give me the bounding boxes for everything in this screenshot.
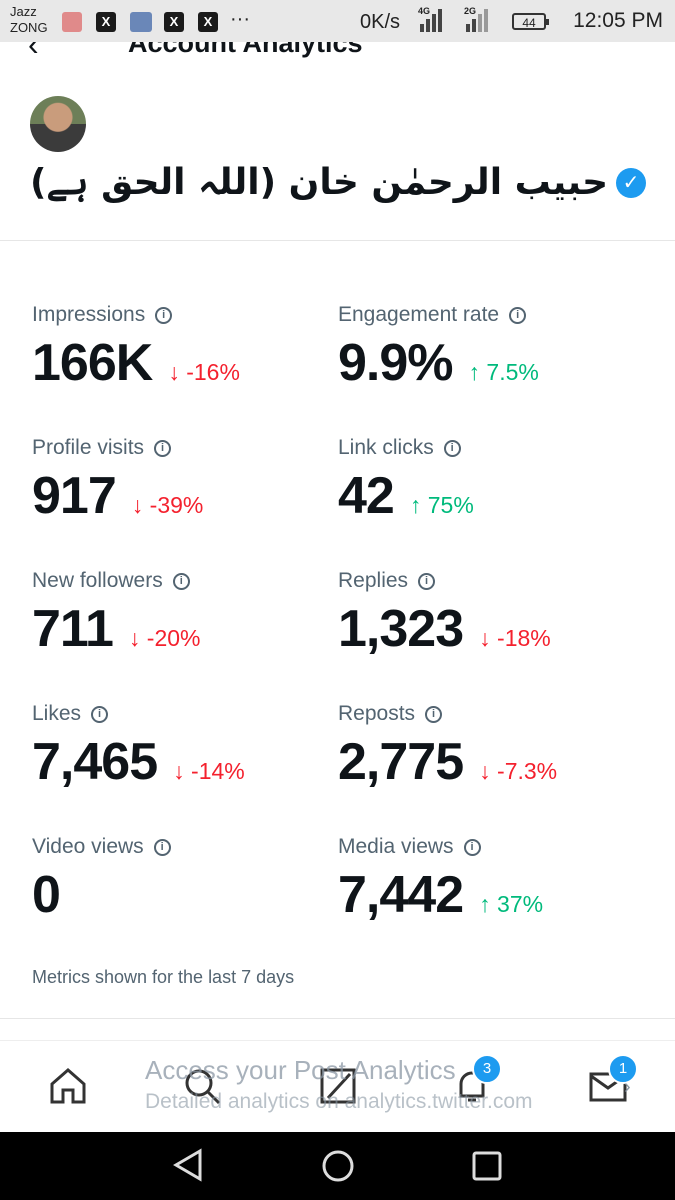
profile-name: حبیب الرحمٰن خان (اللہ الحق ہے) bbox=[30, 162, 609, 203]
status-bar: Jazz ZONG X X X ··· 0K/s 4G 2G 44 12:05 … bbox=[0, 0, 675, 42]
metric-label: Impressions bbox=[32, 303, 146, 326]
promo-subtitle[interactable]: Detailed analytics on analytics.twitter.… bbox=[145, 1090, 533, 1113]
arrow-down-icon: ↓ bbox=[128, 625, 147, 651]
metric-label: Profile visits bbox=[32, 436, 145, 459]
arrow-down-icon: ↓ bbox=[168, 359, 187, 385]
info-icon[interactable]: i bbox=[91, 705, 109, 723]
metric-label: Media views bbox=[338, 835, 454, 858]
metric-change: ↑ 7.5% bbox=[468, 359, 539, 385]
grok-icon[interactable] bbox=[318, 1066, 358, 1106]
x-notification-icon: X bbox=[198, 12, 218, 32]
metric-new-followers: New followers i 711 ↓ -20% bbox=[32, 569, 332, 659]
signal-icon bbox=[466, 8, 488, 32]
metric-value: 1,323 bbox=[338, 600, 464, 658]
home-icon[interactable] bbox=[48, 1066, 88, 1106]
back-arrow-icon[interactable]: ‹ bbox=[28, 42, 39, 62]
metric-link-clicks: Link clicks i 42 ↑ 75% bbox=[338, 436, 638, 526]
metric-change: ↓ -39% bbox=[131, 492, 204, 518]
x-notification-icon: X bbox=[164, 12, 184, 32]
metric-change: ↑ 75% bbox=[409, 492, 474, 518]
metric-profile-visits: Profile visits i 917 ↓ -39% bbox=[32, 436, 332, 526]
metric-reposts: Reposts i 2,775 ↓ -7.3% bbox=[338, 702, 638, 792]
arrow-up-icon: ↑ bbox=[409, 492, 428, 518]
clock: 12:05 PM bbox=[573, 9, 663, 32]
network-type-2: 2G bbox=[464, 6, 477, 16]
metric-impressions: Impressions i 166K ↓ -16% bbox=[32, 303, 332, 393]
metric-value: 42 bbox=[338, 467, 395, 525]
divider bbox=[0, 1018, 675, 1019]
search-icon[interactable] bbox=[182, 1066, 222, 1106]
metric-value: 0 bbox=[32, 866, 61, 924]
info-icon[interactable]: i bbox=[443, 439, 461, 457]
metric-label: Likes bbox=[32, 702, 82, 725]
system-nav-bar bbox=[0, 1132, 675, 1200]
metric-label: Replies bbox=[338, 569, 409, 592]
info-icon[interactable]: i bbox=[463, 838, 481, 856]
carrier-name-1: Jazz bbox=[10, 4, 37, 19]
metric-likes: Likes i 7,465 ↓ -14% bbox=[32, 702, 332, 792]
battery-icon: 44 bbox=[512, 13, 549, 30]
arrow-down-icon: ↓ bbox=[131, 492, 150, 518]
arrow-up-icon: ↑ bbox=[468, 359, 487, 385]
metric-video-views: Video views i 0 bbox=[32, 835, 332, 925]
arrow-down-icon: ↓ bbox=[479, 758, 498, 784]
more-notifications-icon: ··· bbox=[230, 8, 250, 30]
metric-value: 7,442 bbox=[338, 866, 464, 924]
metric-value: 9.9% bbox=[338, 334, 454, 392]
info-icon[interactable]: i bbox=[509, 306, 527, 324]
notifications-badge: 3 bbox=[472, 1054, 502, 1084]
info-icon[interactable]: i bbox=[425, 705, 443, 723]
arrow-up-icon: ↑ bbox=[479, 891, 498, 917]
chevron-right-icon[interactable]: › bbox=[624, 1076, 631, 1098]
arrow-down-icon: ↓ bbox=[173, 758, 192, 784]
carrier-name-2: ZONG bbox=[10, 20, 48, 35]
info-icon[interactable]: i bbox=[155, 306, 173, 324]
divider bbox=[0, 240, 675, 241]
mail-notification-icon bbox=[62, 12, 82, 32]
signal-icon bbox=[420, 8, 442, 32]
verified-badge-icon: ✓ bbox=[616, 167, 647, 198]
info-icon[interactable]: i bbox=[153, 838, 171, 856]
metric-media-views: Media views i 7,442 ↑ 37% bbox=[338, 835, 638, 925]
metric-label: Link clicks bbox=[338, 436, 434, 459]
promo-title[interactable]: Access your Post Analytics bbox=[145, 1055, 456, 1085]
metrics-footnote: Metrics shown for the last 7 days bbox=[32, 967, 295, 987]
metric-change: ↓ -16% bbox=[168, 359, 240, 385]
network-type-1: 4G bbox=[418, 6, 431, 16]
info-icon[interactable]: i bbox=[172, 572, 190, 590]
metric-change: ↑ 37% bbox=[479, 891, 544, 917]
metric-replies: Replies i 1,323 ↓ -18% bbox=[338, 569, 638, 659]
network-speed: 0K/s bbox=[360, 11, 401, 33]
metric-label: New followers bbox=[32, 569, 163, 592]
image-notification-icon bbox=[130, 12, 152, 32]
metric-change: ↓ -7.3% bbox=[479, 758, 558, 784]
profile-name-row: حبیب الرحمٰن خان (اللہ الحق ہے) ✓ bbox=[30, 162, 647, 203]
info-icon[interactable]: i bbox=[418, 572, 436, 590]
metric-value: 7,465 bbox=[32, 733, 158, 791]
metric-label: Reposts bbox=[338, 702, 416, 725]
metric-value: 2,775 bbox=[338, 733, 464, 791]
x-notification-icon: X bbox=[96, 12, 116, 32]
metric-change: ↓ -20% bbox=[128, 625, 201, 651]
carrier-info: Jazz ZONG bbox=[10, 4, 48, 36]
avatar[interactable] bbox=[30, 96, 86, 152]
recents-square-icon[interactable] bbox=[470, 1149, 504, 1183]
page-header: ‹ Account Analytics bbox=[0, 42, 675, 68]
info-icon[interactable]: i bbox=[154, 439, 172, 457]
metric-value: 711 bbox=[32, 600, 114, 658]
messages-badge: 1 bbox=[608, 1054, 638, 1084]
page-title: Account Analytics bbox=[128, 42, 363, 58]
metric-label: Video views bbox=[32, 835, 144, 858]
metric-value: 166K bbox=[32, 334, 153, 392]
arrow-down-icon: ↓ bbox=[479, 625, 498, 651]
back-triangle-icon[interactable] bbox=[170, 1147, 206, 1183]
home-circle-icon[interactable] bbox=[320, 1148, 356, 1184]
metric-engagement-rate: Engagement rate i 9.9% ↑ 7.5% bbox=[338, 303, 638, 393]
metric-change: ↓ -14% bbox=[173, 758, 245, 784]
metric-label: Engagement rate bbox=[338, 303, 500, 326]
metric-change: ↓ -18% bbox=[479, 625, 551, 651]
metric-value: 917 bbox=[32, 467, 117, 525]
